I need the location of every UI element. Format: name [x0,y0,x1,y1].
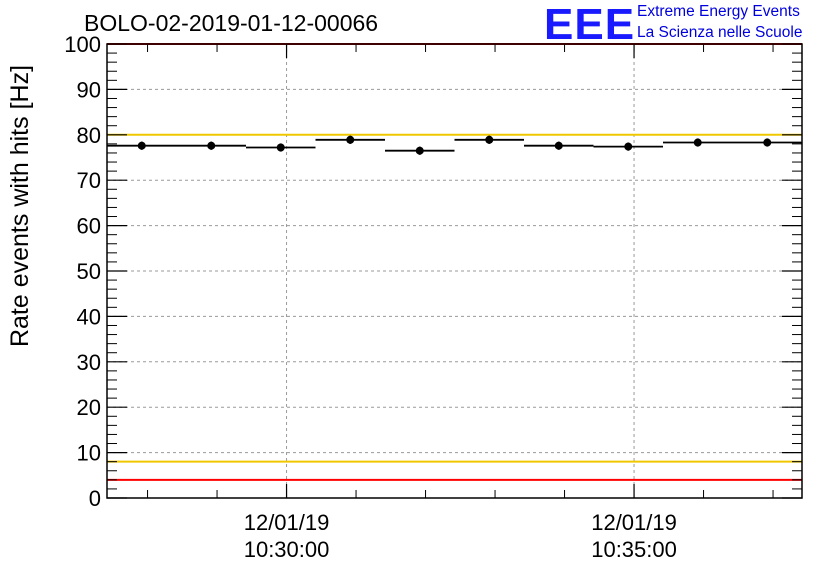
y-axis-label: Rate events with hits [Hz] [6,65,34,347]
grid-lines [107,44,802,498]
data-point [207,141,216,150]
y-tick-label: 90 [77,77,101,102]
y-tick-label: 50 [77,259,101,284]
data-point [763,138,772,147]
x-tick-date-label: 12/01/19 [244,510,330,535]
x-tick-time-label: 10:35:00 [591,537,677,562]
eee-logo: EEE [544,0,636,49]
y-tick-label: 70 [77,168,101,193]
y-tick-label: 100 [64,32,101,57]
data-point [554,141,563,150]
data-point [137,141,146,150]
data-point [276,143,285,152]
data-point [485,135,494,144]
y-tick-label: 80 [77,123,101,148]
data-point [624,142,633,151]
data-point [346,135,355,144]
y-axis-ticks: 0 10 20 30 40 50 60 70 80 90 100 [64,32,802,511]
y-tick-label: 30 [77,350,101,375]
y-tick-label: 10 [77,441,101,466]
data-point [693,138,702,147]
y-tick-label: 60 [77,214,101,239]
data-point [415,146,424,155]
logo-tagline-1: Extreme Energy Events [637,3,800,20]
chart-title: BOLO-02-2019-01-12-00066 [84,10,379,36]
y-tick-label: 20 [77,395,101,420]
y-tick-label: 0 [89,486,101,511]
data-marks [107,135,802,155]
x-tick-time-label: 10:30:00 [244,537,330,562]
y-tick-label: 40 [77,304,101,329]
x-tick-date-label: 12/01/19 [591,510,677,535]
reference-lines [107,43,802,481]
logo-tagline-2: La Scienza nelle Scuole [637,24,803,41]
